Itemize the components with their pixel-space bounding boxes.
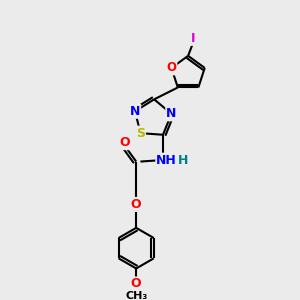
Text: NH: NH xyxy=(156,154,177,166)
Text: O: O xyxy=(120,136,130,149)
Text: N: N xyxy=(166,107,177,120)
Text: I: I xyxy=(191,32,195,45)
Text: S: S xyxy=(136,127,145,140)
Text: H: H xyxy=(178,154,188,166)
Text: O: O xyxy=(131,278,142,290)
Text: O: O xyxy=(167,61,176,74)
Text: N: N xyxy=(130,105,140,118)
Text: CH₃: CH₃ xyxy=(125,291,147,300)
Text: O: O xyxy=(131,198,142,211)
